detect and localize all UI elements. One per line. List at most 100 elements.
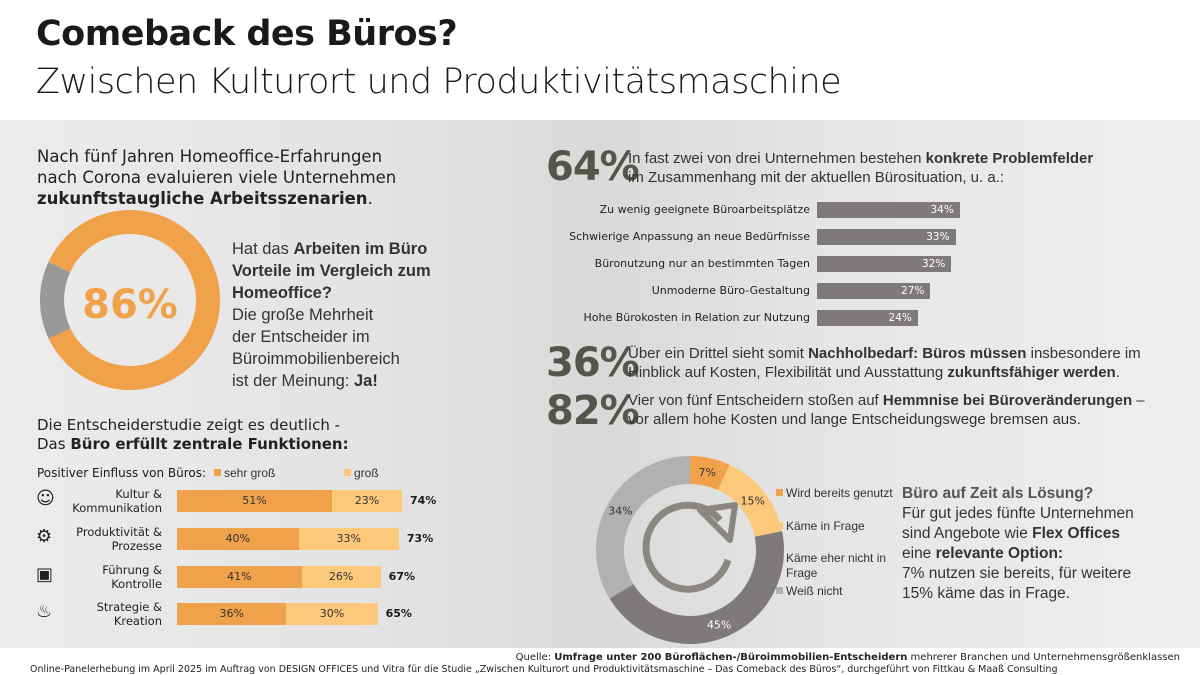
page-title: Comeback des Büros? <box>36 14 458 54</box>
b: Flex Offices <box>1032 525 1120 542</box>
gears-icon: ⚙ <box>36 526 53 547</box>
refresh-arrow-icon <box>642 501 738 593</box>
legend-label: Käme in Frage <box>786 519 865 533</box>
t: 15% käme das in Frage. <box>902 585 1071 602</box>
intro-line: Nach fünf Jahren Homeoffice-Erfahrungen <box>37 147 383 166</box>
functions-line: Die Entscheiderstudie zeigt es deutlich … <box>37 416 341 434</box>
legend-swatch <box>776 554 783 561</box>
legend-swatch <box>776 489 783 496</box>
t: im Zusammenhang mit der aktuellen Bürosi… <box>628 169 1005 186</box>
bar-segment: 30% <box>286 603 378 625</box>
legend-label: Käme eher nicht in Frage <box>786 551 887 580</box>
stat-64-text: In fast zwei von drei Unternehmen besteh… <box>628 149 1093 187</box>
legend-label: groß <box>354 466 379 480</box>
bar-segment: 40% <box>177 528 299 550</box>
bar-total: 73% <box>406 532 434 545</box>
category-label: Produktivität & Prozesse <box>76 525 162 553</box>
t: sind Angebote wie <box>902 525 1033 542</box>
category-label: Führung & Kontrolle <box>102 563 162 591</box>
problem-bar: 34% <box>817 202 960 218</box>
category-label: Kultur & Kommunikation <box>72 487 162 515</box>
t: Quelle: <box>515 652 555 663</box>
lightbulb-icon: ♨ <box>36 601 53 622</box>
people-icon: ☺ <box>36 488 55 509</box>
t: Über ein Drittel sieht somit <box>628 345 809 362</box>
problem-label: Unmoderne Büro-Gestaltung <box>651 284 810 297</box>
legend-gross: groß <box>344 466 379 481</box>
q-line: Die große Mehrheit <box>232 306 374 324</box>
q-bold: Vorteile im Vergleich zum <box>232 262 431 280</box>
legend-sehr-gross: sehr groß <box>214 466 275 481</box>
donut-slice <box>609 531 784 644</box>
problem-label: Schwierige Anpassung an neue Bedürfnisse <box>569 230 810 243</box>
donut-86-label: 86% <box>82 282 178 328</box>
bar-total: 74% <box>409 494 437 507</box>
q-line: Büroimmobilienbereich <box>232 350 400 368</box>
stat-82-text: Vier von fünf Entscheidern stoßen auf He… <box>628 391 1145 429</box>
donut-slice <box>689 456 730 491</box>
legend-item: Käme in Frage <box>776 519 898 534</box>
slice-label: 15% <box>741 494 765 507</box>
bar-segment: 23% <box>332 490 402 512</box>
slice-label: 45% <box>707 618 731 631</box>
slice-label: 34% <box>608 505 632 518</box>
donut-slice <box>48 210 220 390</box>
flex-office-donut: 7% 15% 45% 34% <box>596 456 784 644</box>
problem-bar: 27% <box>817 283 931 299</box>
b: Nachholbedarf: Büros müssen <box>808 345 1027 362</box>
flex-title: Büro auf Zeit als Lösung? <box>902 485 1094 502</box>
b: Hemmnise bei Büroveränderungen <box>882 392 1133 409</box>
functions-pre: Das <box>37 435 71 453</box>
footer: Quelle: Umfrage unter 200 Büroflächen-/B… <box>0 648 1200 675</box>
stat-82: 82% <box>546 388 640 434</box>
slice-label: 7% <box>699 466 716 479</box>
donut-86-chart <box>40 210 220 390</box>
t: Hinblick auf Kosten, Flexibilität und Au… <box>628 364 948 381</box>
presentation-icon: ▣ <box>36 564 54 585</box>
stat-36: 36% <box>546 340 640 386</box>
legend-label: Wird bereits genutzt <box>786 486 893 500</box>
source-line: Quelle: Umfrage unter 200 Büroflächen-/B… <box>516 652 1180 663</box>
legend-label: Weiß nicht <box>786 584 843 598</box>
q-line: ist der Meinung: <box>232 372 354 390</box>
legend-item: Weiß nicht <box>776 584 898 599</box>
functions-heading: Die Entscheiderstudie zeigt es deutlich … <box>37 416 349 454</box>
bar-segment: 41% <box>177 566 302 588</box>
donut-slice <box>40 261 71 339</box>
page-subtitle: Zwischen Kulturort und Produktivitätsmas… <box>36 62 842 102</box>
functions-bold: Büro erfüllt zentrale Funktionen: <box>70 435 349 453</box>
bar-total: 65% <box>385 607 412 620</box>
t: In fast zwei von drei Unternehmen besteh… <box>628 150 926 167</box>
bar-segment: 33% <box>298 528 399 550</box>
problem-label: Zu wenig geeignete Büroarbeitsplätze <box>599 203 810 216</box>
b: konkrete Problemfelder <box>925 150 1094 167</box>
legend-item: Wird bereits genutzt <box>776 486 898 501</box>
q-bold: Homeoffice? <box>232 284 332 302</box>
intro-bold: zukunftstaugliche Arbeitsszenarien <box>37 189 368 208</box>
donut-slice <box>717 464 783 538</box>
intro-end: . <box>367 189 373 208</box>
legend-item: Käme eher nicht in Frage <box>776 551 898 581</box>
legend-swatch <box>776 587 783 594</box>
stat-64: 64% <box>546 144 640 190</box>
flex-office-text: Büro auf Zeit als Lösung? Für gut jedes … <box>902 484 1134 604</box>
problem-bar: 24% <box>817 310 918 326</box>
t: eine <box>902 545 936 562</box>
t: 7% nutzen sie bereits, für weitere <box>902 565 1132 582</box>
t: – <box>1132 392 1145 409</box>
bar-segment: 36% <box>177 603 287 625</box>
legend-label: sehr groß <box>224 466 276 480</box>
legend-swatch <box>776 522 783 529</box>
q-bold: Arbeiten im Büro <box>293 240 428 258</box>
t: insbesondere im <box>1026 345 1141 362</box>
category-label: Strategie & Kreation <box>96 600 162 628</box>
bar-segment: 51% <box>177 490 333 512</box>
intro-line: nach Corona evaluieren viele Unternehmen <box>37 168 397 187</box>
problem-label: Hohe Bürokosten in Relation zur Nutzung <box>583 311 810 324</box>
intro-text: Nach fünf Jahren Homeoffice-Erfahrungen … <box>37 146 396 209</box>
bar-total: 67% <box>388 570 416 583</box>
q-pre: Hat das <box>232 240 294 258</box>
t: Für gut jedes fünfte Unternehmen <box>902 505 1134 522</box>
donut-slice <box>596 456 691 599</box>
problem-bar: 33% <box>817 229 956 245</box>
